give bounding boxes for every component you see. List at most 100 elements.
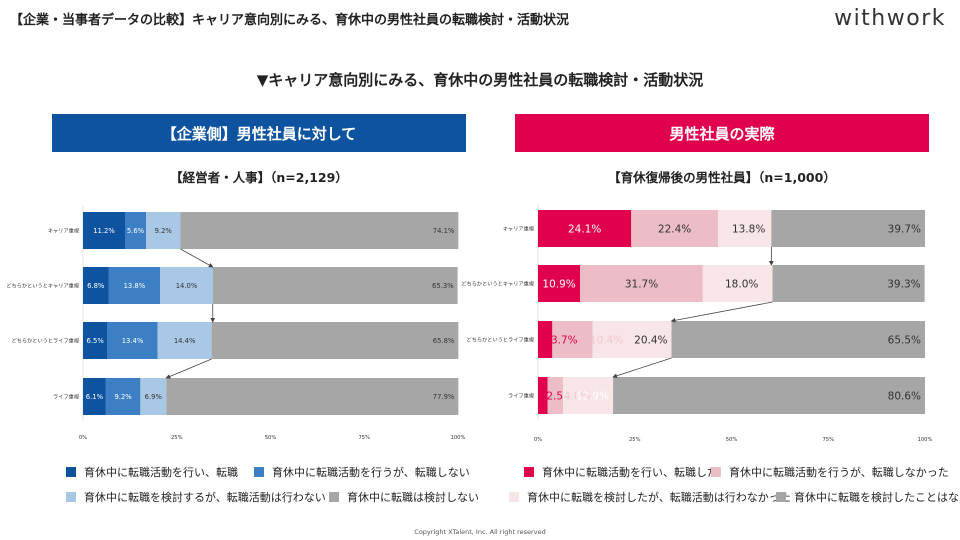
left-x-tick-label: 25% bbox=[171, 435, 183, 441]
right-value-label: 22.4% bbox=[658, 223, 691, 235]
right-bar-segment bbox=[538, 210, 632, 247]
right-value-label: 39.7% bbox=[888, 223, 921, 235]
left-panel-header: 【企業側】男性社員に対して bbox=[52, 114, 466, 152]
left-bar-segment bbox=[105, 378, 141, 415]
legend-label: 育休中に転職活動を行うが、転職しなかった bbox=[729, 466, 949, 479]
right-extra-value-label: 12.9% bbox=[576, 390, 609, 402]
legend-item-right-4: 育休中に転職を検討したことはない bbox=[776, 489, 960, 505]
left-bar-segment bbox=[83, 212, 125, 249]
right-category-label: どちらかというとライフ重視 bbox=[467, 336, 535, 344]
right-bar-segment bbox=[592, 321, 672, 358]
left-bar-segment bbox=[211, 322, 459, 359]
left-category-label: どちらかというとライフ重視 bbox=[12, 337, 80, 345]
legend-item-left-3: 育休中に転職を検討するが、転職活動は行わない bbox=[66, 489, 326, 505]
left-value-label: 14.4% bbox=[174, 337, 196, 345]
right-bar-segment bbox=[702, 265, 773, 302]
right-value-label: 13.8% bbox=[732, 223, 765, 235]
left-bar-segment bbox=[108, 267, 161, 304]
legend-item-right-3: 育休中に転職を検討したが、転職活動は行わなかった bbox=[509, 489, 791, 505]
right-trend-arrow bbox=[612, 357, 672, 379]
left-value-label: 77.9% bbox=[433, 393, 455, 401]
right-value-label: 3.7% bbox=[551, 334, 578, 346]
left-bar-segment bbox=[212, 267, 458, 304]
right-extra-value-label: 20.4% bbox=[634, 334, 667, 346]
right-bar-segment bbox=[613, 377, 925, 414]
left-value-label: 6.8% bbox=[87, 282, 105, 290]
legend-label: 育休中に転職を検討したが、転職活動は行わなかった bbox=[527, 491, 791, 504]
right-bar-segment bbox=[552, 321, 593, 358]
left-category-label: キャリア重視 bbox=[48, 227, 80, 235]
right-value-label: 65.5% bbox=[888, 334, 921, 346]
left-x-tick-label: 100% bbox=[451, 435, 466, 441]
left-bar-segment bbox=[166, 378, 459, 415]
right-x-tick-label: 0% bbox=[534, 437, 542, 443]
legend-swatch bbox=[329, 492, 339, 502]
legend-label: 育休中に転職を検討するが、転職活動は行わない bbox=[84, 491, 326, 504]
right-value-label: 39.3% bbox=[887, 278, 920, 290]
main-title: ▼キャリア意向別にみる、育休中の男性社員の転職検討・活動状況 bbox=[256, 71, 704, 89]
left-category-label: ライフ重視 bbox=[53, 393, 80, 401]
left-value-label: 6.9% bbox=[145, 393, 163, 401]
legend-item-left-1: 育休中に転職活動を行い、転職 bbox=[66, 464, 238, 480]
right-x-tick-label: 100% bbox=[918, 437, 933, 443]
right-value-label: 80.6% bbox=[888, 390, 921, 402]
right-category-label: キャリア重視 bbox=[503, 225, 535, 233]
left-value-label: 65.3% bbox=[432, 282, 454, 290]
legend-item-left-4: 育休中に転職は検討しない bbox=[329, 489, 479, 505]
left-bar-segment bbox=[140, 378, 167, 415]
left-bar-segment bbox=[146, 212, 181, 249]
right-x-tick-label: 50% bbox=[726, 437, 738, 443]
left-value-label: 6.5% bbox=[87, 337, 105, 345]
right-x-tick-label: 25% bbox=[629, 437, 641, 443]
right-trend-arrow bbox=[670, 301, 773, 323]
left-value-label: 11.2% bbox=[93, 227, 115, 235]
legend-swatch bbox=[254, 467, 264, 477]
left-trend-arrow bbox=[165, 358, 212, 379]
right-bar-segment bbox=[538, 265, 581, 302]
right-bar-segment bbox=[631, 210, 718, 247]
left-bar-segment bbox=[125, 212, 146, 249]
legend-swatch bbox=[524, 467, 534, 477]
brand-logo: withwork bbox=[834, 6, 946, 31]
right-value-label: 10.4% bbox=[590, 334, 623, 346]
legend-label: 育休中に転職活動を行い、転職 bbox=[84, 466, 238, 479]
left-panel-subheader: 【経営者・人事】（n=2,129） bbox=[170, 170, 348, 185]
legend-swatch bbox=[509, 492, 519, 502]
right-bar-segment bbox=[771, 210, 925, 247]
legend-item-right-1: 育休中に転職活動を行い、転職した bbox=[524, 464, 718, 480]
legend-label: 育休中に転職活動を行うが、転職しない bbox=[272, 466, 470, 479]
right-bar-segment bbox=[547, 377, 564, 414]
left-value-label: 9.2% bbox=[155, 227, 173, 235]
header-title: 【企業・当事者データの比較】キャリア意向別にみる、育休中の男性社員の転職検討・活… bbox=[10, 13, 570, 28]
right-bar-segment bbox=[717, 210, 772, 247]
left-x-tick-label: 75% bbox=[358, 435, 370, 441]
left-x-tick-label: 0% bbox=[79, 435, 87, 441]
legend-swatch bbox=[711, 467, 721, 477]
left-value-label: 74.1% bbox=[433, 227, 455, 235]
left-trend-arrow bbox=[180, 248, 214, 268]
right-value-label: 4.0% bbox=[564, 390, 591, 402]
legend-item-right-2: 育休中に転職活動を行うが、転職しなかった bbox=[711, 464, 949, 480]
right-panel-subheader: 【育休復帰後の男性社員】（n=1,000） bbox=[608, 170, 836, 185]
left-bar-segment bbox=[180, 212, 459, 249]
right-bar-segment bbox=[538, 321, 553, 358]
right-x-tick-label: 75% bbox=[822, 437, 834, 443]
right-bar-segment bbox=[772, 265, 925, 302]
right-panel-header: 男性社員の実際 bbox=[515, 114, 929, 152]
left-value-label: 65.8% bbox=[433, 337, 455, 345]
left-value-label: 13.8% bbox=[124, 282, 146, 290]
left-bar-segment bbox=[160, 267, 213, 304]
legend-swatch bbox=[66, 492, 76, 502]
right-bar-segment bbox=[538, 377, 548, 414]
right-value-label: 18.0% bbox=[725, 278, 758, 290]
left-bar-segment bbox=[83, 267, 109, 304]
legend-swatch bbox=[776, 492, 786, 502]
right-value-label: 24.1% bbox=[568, 223, 601, 235]
right-value-label: 10.9% bbox=[542, 278, 575, 290]
right-bar-segment bbox=[580, 265, 703, 302]
left-category-label: どちらかというとキャリア重視 bbox=[6, 282, 79, 290]
left-x-tick-label: 50% bbox=[265, 435, 277, 441]
legend-item-left-2: 育休中に転職活動を行うが、転職しない bbox=[254, 464, 470, 480]
left-value-label: 6.1% bbox=[86, 393, 104, 401]
